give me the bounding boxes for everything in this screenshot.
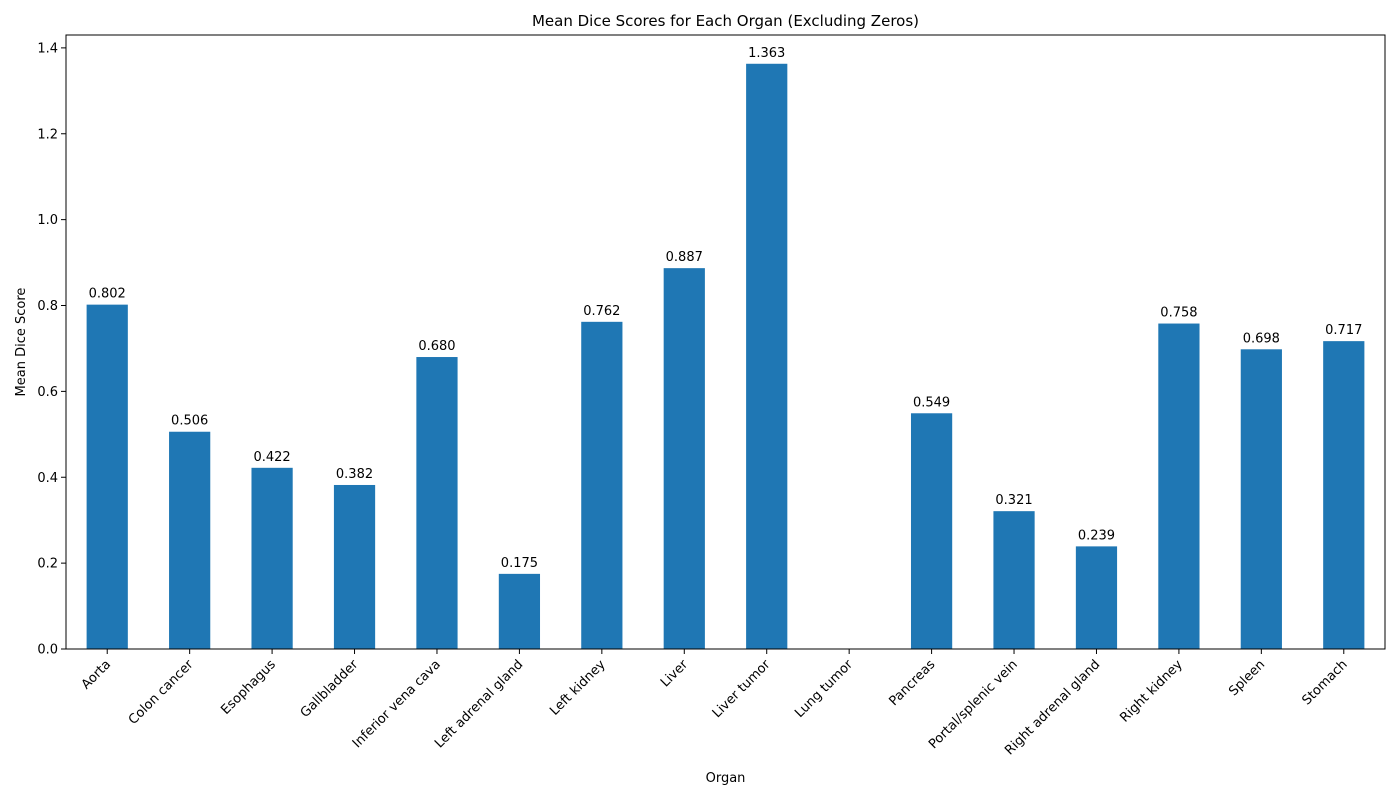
data-label: 0.762: [583, 304, 620, 319]
x-tick-label: Liver: [658, 657, 692, 691]
data-label: 0.758: [1160, 306, 1197, 321]
x-tick-label: Left adrenal gland: [432, 657, 526, 751]
x-tick-label: Gallbladder: [298, 657, 362, 721]
y-tick-label: 0.8: [37, 299, 58, 314]
bar: [498, 573, 541, 649]
x-tick-label: Inferior vena cava: [350, 657, 444, 751]
bar: [1075, 546, 1118, 649]
x-tick-label: Lung tumor: [792, 657, 856, 721]
data-labels-layer: 0.802 0.506 0.422 0.382 0.680 0.175 0.762 0.887…: [89, 46, 1363, 571]
bar: [993, 511, 1035, 649]
bar: [581, 321, 623, 649]
bar: [251, 467, 293, 649]
y-tick-label: 1.2: [37, 127, 58, 142]
x-tick-label: Portal/splenic vein: [926, 657, 1021, 752]
bar: [910, 413, 953, 649]
bar: [86, 304, 128, 649]
x-tick-label: Esophagus: [218, 657, 279, 718]
data-label: 0.802: [89, 287, 126, 302]
y-tick-label: 0.6: [37, 385, 58, 400]
bar: [169, 431, 211, 649]
y-axis: 0.0 0.2 0.4 0.6 0.8 1.0 1.2 1.4: [37, 41, 66, 658]
data-label: 0.680: [418, 339, 455, 354]
data-label: 0.321: [995, 493, 1032, 508]
bar: [1158, 323, 1200, 649]
x-tick-label: Spleen: [1226, 657, 1268, 699]
bar: [663, 268, 705, 649]
x-tick-label: Right adrenal gland: [1002, 657, 1103, 758]
data-label: 0.549: [913, 395, 950, 410]
y-tick-label: 1.0: [37, 213, 58, 228]
x-axis-label: Organ: [706, 771, 746, 786]
x-tick-label: Aorta: [79, 657, 114, 692]
bar: [746, 63, 788, 649]
data-label: 0.717: [1325, 323, 1362, 338]
x-tick-label: Right kidney: [1117, 657, 1186, 726]
data-label: 0.239: [1078, 528, 1115, 543]
data-label: 0.698: [1243, 331, 1280, 346]
bar: [1323, 341, 1365, 649]
y-tick-label: 0.4: [37, 471, 58, 486]
x-axis: Aorta Colon cancer Esophagus GallbladderInf…: [79, 649, 1351, 758]
bars-layer: [86, 63, 1365, 649]
x-tick-label: Pancreas: [887, 657, 939, 709]
data-label: 0.382: [336, 467, 373, 482]
y-tick-label: 1.4: [37, 41, 58, 56]
x-tick-label: Left kidney: [547, 657, 609, 719]
y-tick-label: 0.2: [37, 557, 58, 572]
data-label: 0.422: [253, 450, 290, 465]
x-tick-label: Liver tumor: [710, 657, 774, 721]
chart-title: Mean Dice Scores for Each Organ (Excludi…: [532, 12, 919, 30]
data-label: 0.175: [501, 556, 538, 571]
plot-frame: [65, 34, 1386, 650]
bar: [416, 357, 458, 649]
x-tick-label: Stomach: [1299, 657, 1350, 708]
data-label: 0.887: [666, 250, 703, 265]
y-axis-label: Mean Dice Score: [14, 288, 29, 397]
bar: [1240, 349, 1282, 649]
bar: [333, 484, 376, 649]
data-label: 0.506: [171, 414, 208, 429]
y-tick-label: 0.0: [37, 643, 58, 658]
x-tick-label: Colon cancer: [126, 657, 197, 728]
data-label: 1.363: [748, 46, 785, 61]
